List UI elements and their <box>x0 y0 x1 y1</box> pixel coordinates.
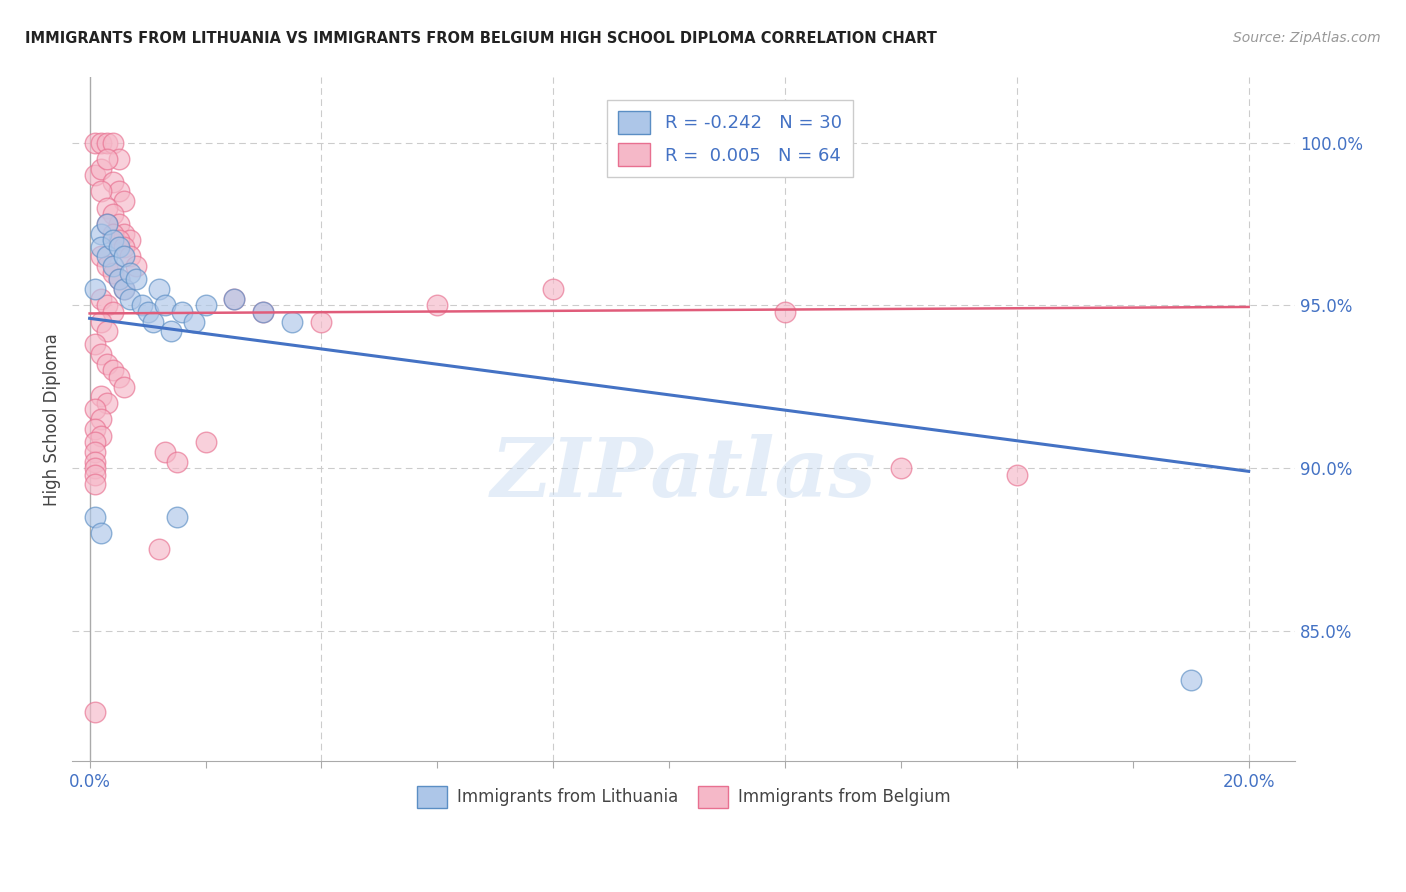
Point <box>96 396 118 410</box>
Point <box>90 136 112 150</box>
Point <box>84 454 107 468</box>
Legend: Immigrants from Lithuania, Immigrants from Belgium: Immigrants from Lithuania, Immigrants fr… <box>411 780 957 814</box>
Point <box>112 250 135 264</box>
Point <box>183 315 205 329</box>
Point <box>107 370 129 384</box>
Point <box>773 305 796 319</box>
Point <box>90 315 112 329</box>
Point <box>101 305 124 319</box>
Point <box>101 175 124 189</box>
Point <box>96 250 118 264</box>
Point <box>142 315 165 329</box>
Point <box>107 152 129 166</box>
Point <box>90 412 112 426</box>
Point <box>112 282 135 296</box>
Point <box>153 445 176 459</box>
Point <box>120 266 142 280</box>
Y-axis label: High School Diploma: High School Diploma <box>44 333 60 506</box>
Point <box>96 136 118 150</box>
Point <box>84 282 107 296</box>
Point <box>120 292 142 306</box>
Point <box>224 292 246 306</box>
Point <box>90 227 112 241</box>
Point <box>112 227 135 241</box>
Point <box>84 337 107 351</box>
Text: IMMIGRANTS FROM LITHUANIA VS IMMIGRANTS FROM BELGIUM HIGH SCHOOL DIPLOMA CORRELA: IMMIGRANTS FROM LITHUANIA VS IMMIGRANTS … <box>25 31 938 46</box>
Point <box>84 435 107 450</box>
Point <box>96 259 118 273</box>
Point <box>90 250 112 264</box>
Point <box>1005 467 1028 482</box>
Point <box>159 324 181 338</box>
Point <box>101 233 124 247</box>
Point <box>252 305 274 319</box>
Point <box>90 161 112 176</box>
Point <box>1180 673 1202 687</box>
Point <box>96 152 118 166</box>
Point <box>90 526 112 541</box>
Point <box>96 298 118 312</box>
Point <box>101 266 124 280</box>
Point <box>96 217 118 231</box>
Point <box>107 240 129 254</box>
Point <box>120 233 142 247</box>
Point <box>90 428 112 442</box>
Point <box>136 305 159 319</box>
Point <box>224 292 246 306</box>
Point <box>252 305 274 319</box>
Point <box>112 194 135 208</box>
Point <box>426 298 449 312</box>
Text: Source: ZipAtlas.com: Source: ZipAtlas.com <box>1233 31 1381 45</box>
Point <box>101 363 124 377</box>
Point <box>125 272 148 286</box>
Point <box>107 185 129 199</box>
Point <box>84 402 107 417</box>
Point <box>96 357 118 371</box>
Point <box>166 510 188 524</box>
Point <box>84 422 107 436</box>
Point <box>120 250 142 264</box>
Point <box>101 136 124 150</box>
Point <box>84 136 107 150</box>
Point <box>153 298 176 312</box>
Point <box>101 227 124 241</box>
Point <box>172 305 194 319</box>
Text: ZIPatlas: ZIPatlas <box>491 434 876 514</box>
Point <box>311 315 333 329</box>
Point <box>107 217 129 231</box>
Point <box>148 282 170 296</box>
Point <box>541 282 564 296</box>
Point <box>84 477 107 491</box>
Point <box>107 233 129 247</box>
Point <box>96 324 118 338</box>
Point <box>112 282 135 296</box>
Point <box>84 510 107 524</box>
Point <box>107 272 129 286</box>
Point <box>101 207 124 221</box>
Point <box>131 298 153 312</box>
Point <box>281 315 304 329</box>
Point <box>90 347 112 361</box>
Point <box>90 240 112 254</box>
Point <box>112 240 135 254</box>
Point <box>90 292 112 306</box>
Point <box>84 467 107 482</box>
Point <box>84 445 107 459</box>
Point <box>90 389 112 403</box>
Point <box>194 298 217 312</box>
Point <box>90 185 112 199</box>
Point <box>96 201 118 215</box>
Point <box>84 461 107 475</box>
Point <box>125 259 148 273</box>
Point <box>107 272 129 286</box>
Point <box>84 168 107 182</box>
Point <box>890 461 912 475</box>
Point <box>112 380 135 394</box>
Point <box>194 435 217 450</box>
Point <box>148 542 170 557</box>
Point <box>96 217 118 231</box>
Point <box>101 259 124 273</box>
Point <box>84 705 107 719</box>
Point <box>166 454 188 468</box>
